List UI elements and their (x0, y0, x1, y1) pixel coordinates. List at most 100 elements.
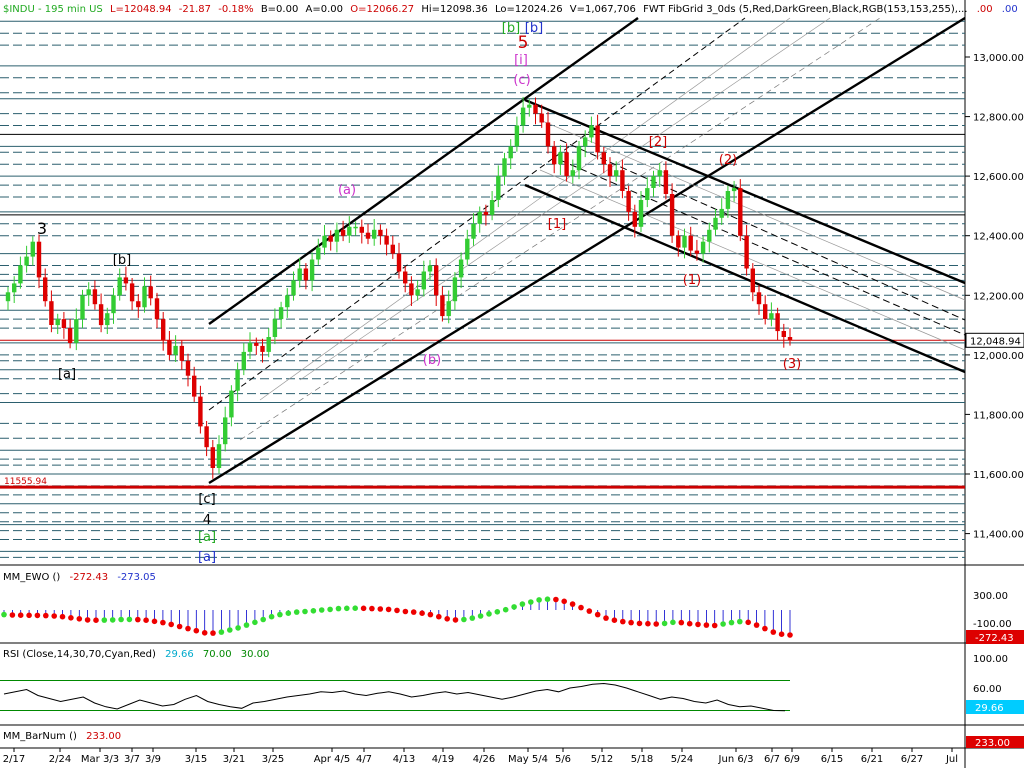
candle-body (129, 283, 135, 302)
ewo-dot (76, 616, 83, 622)
candle-body (198, 396, 203, 427)
ewo-dot (218, 629, 225, 635)
header-bid: B=0.00 (261, 4, 299, 15)
wave-label: [a] (198, 550, 216, 565)
candle-body (328, 235, 333, 242)
candle-body (136, 301, 141, 308)
date-tick-label: 5/24 (671, 754, 693, 765)
candle-body (241, 351, 246, 370)
ewo-dot (511, 604, 517, 610)
candle-body (148, 286, 153, 299)
candle-body (725, 191, 731, 209)
ewo-dot (778, 631, 785, 637)
candle-body (713, 217, 718, 230)
ewo-title-line: MM_EWO () -272.43 -273.05 (3, 572, 156, 583)
falling-channel-mid-1 (559, 139, 966, 321)
ewo-dot (678, 619, 685, 626)
price-tick-label: 12,000.00 (973, 351, 1024, 362)
candle-body (775, 313, 780, 332)
rsi-title-line: RSI (Close,14,30,70,Cyan,Red) 29.66 70.0… (3, 649, 269, 660)
ewo-dot (586, 608, 593, 614)
ewo-dot (93, 617, 99, 623)
wave-label: [b] (502, 21, 520, 36)
candle-body (446, 301, 451, 317)
ewo-dot (285, 610, 292, 616)
candle-body (719, 208, 724, 218)
wave-label: [1] (548, 217, 566, 232)
header-study-v2: .00 (1002, 4, 1018, 15)
ewo-dot (452, 617, 459, 623)
ewo-dot (1, 611, 7, 618)
rsi-axis-label: 100.00 (973, 654, 1008, 665)
ewo-dot (59, 613, 66, 620)
candle-body (309, 259, 315, 281)
ewo-dot (377, 606, 384, 612)
ewo-dot (277, 611, 283, 618)
candle-body (421, 271, 426, 290)
candle-body (583, 137, 588, 147)
ewo-dot (352, 605, 359, 611)
candle-body (434, 265, 439, 296)
header-ask: A=0.00 (306, 4, 344, 15)
price-tick-label: 13,000.00 (973, 53, 1024, 64)
ewo-dot (670, 619, 676, 626)
ewo-dot (260, 616, 267, 623)
candle-body (49, 301, 54, 325)
ewo-dot (553, 596, 559, 603)
candle-body (570, 170, 575, 177)
candle-body (67, 328, 73, 343)
candle-body (465, 238, 470, 260)
ewo-dot (745, 619, 751, 626)
candle-body (192, 375, 197, 397)
ewo-dot (703, 622, 710, 628)
ewo-dot (176, 623, 183, 630)
price-tick-label: 12,800.00 (973, 113, 1024, 124)
wave-label: [a] (198, 530, 216, 545)
header-change: -21.87 (179, 4, 211, 15)
candle-body (614, 170, 619, 177)
candle-body (260, 345, 265, 352)
rsi-value-2: 70.00 (203, 649, 232, 660)
ewo-dot (787, 632, 793, 638)
candle-body (626, 191, 631, 212)
ewo-dot (268, 613, 275, 620)
candle-body (185, 360, 191, 376)
header-study-v1: .00 (977, 4, 993, 15)
rising-channel-lower (208, 16, 966, 485)
candle-body (223, 417, 228, 445)
candle-body (440, 295, 445, 317)
ewo-dot (711, 622, 718, 629)
candle-body (595, 125, 600, 153)
candle-body (632, 211, 637, 227)
candle-body (98, 304, 104, 326)
candle-body (589, 125, 594, 138)
falling-channel-fan-2 (539, 169, 966, 351)
candle-body (216, 444, 222, 468)
candle-body (390, 244, 395, 254)
ewo-dot (235, 625, 241, 631)
date-tick-label: May 5/4 (508, 754, 548, 765)
candle-body (415, 289, 420, 296)
candle-body (558, 152, 563, 165)
price-tick-label: 12,400.00 (973, 232, 1024, 243)
ewo-dot (17, 612, 24, 618)
ewo-axis-label: -100.00 (973, 619, 1012, 630)
wave-label: [c] (198, 492, 215, 507)
candle-body (676, 235, 681, 248)
ewo-dot (385, 606, 392, 613)
rising-channel-fan-1 (259, 17, 791, 401)
rsi-axis-label: 60.00 (973, 684, 1002, 695)
wave-label: [i] (514, 53, 528, 68)
rsi-title: RSI (Close,14,30,70,Cyan,Red) (3, 649, 156, 660)
current-price-box (965, 332, 1024, 348)
ewo-dot (252, 619, 258, 626)
candle-body (552, 146, 557, 165)
rising-channel-fan-2 (299, 17, 831, 381)
candle-body (384, 235, 389, 245)
ewo-dot (494, 609, 501, 615)
barnum-title-line: MM_BarNum () 233.00 (3, 731, 121, 742)
candlesticks (5, 96, 793, 479)
date-tick-label: 3/21 (223, 754, 245, 765)
